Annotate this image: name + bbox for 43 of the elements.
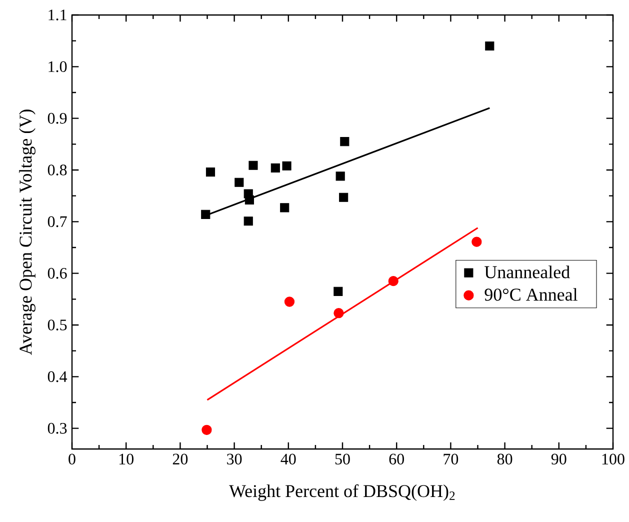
y-tick-label: 0.6 bbox=[48, 268, 67, 279]
point bbox=[336, 172, 345, 181]
x-tick-label: 20 bbox=[172, 454, 188, 464]
x-tick-label: 90 bbox=[551, 454, 566, 464]
x-tick-label: 60 bbox=[389, 454, 404, 464]
x-tick-label: 50 bbox=[335, 454, 350, 464]
x-tick-label: 30 bbox=[227, 454, 242, 464]
point bbox=[280, 203, 290, 212]
y-tick-label: 1.0 bbox=[48, 61, 67, 72]
x-axis-title: Weight Percent of DBSQ(OH)$_{2}$ bbox=[229, 484, 455, 501]
x-tick-label: 70 bbox=[444, 454, 458, 464]
point bbox=[244, 216, 253, 226]
point bbox=[234, 178, 244, 187]
y-tick-label: 0.4 bbox=[48, 371, 68, 382]
x-tick-label: 40 bbox=[280, 454, 296, 464]
point bbox=[270, 163, 280, 172]
x-tick-label: 80 bbox=[497, 454, 512, 464]
legend-label: Unannealed bbox=[484, 266, 570, 278]
point bbox=[206, 168, 216, 177]
y-tick-label: 0.5 bbox=[48, 320, 67, 330]
point bbox=[334, 286, 343, 296]
point bbox=[244, 195, 254, 205]
point bbox=[334, 308, 344, 318]
point bbox=[472, 236, 482, 247]
x-tick-label: 10 bbox=[120, 454, 134, 464]
point bbox=[340, 137, 350, 146]
y-tick-label: 0.9 bbox=[48, 112, 67, 124]
point bbox=[339, 192, 348, 202]
y-tick-label: 0.3 bbox=[48, 422, 67, 434]
x-tick-label: 0 bbox=[68, 454, 76, 464]
point bbox=[248, 160, 258, 170]
y-axis-title: Average Open Circuit Voltage (V) bbox=[19, 110, 36, 355]
legend-label: 90°C Anneal bbox=[484, 288, 578, 301]
point bbox=[282, 161, 292, 170]
point bbox=[201, 210, 210, 219]
y-tick-label: 0.8 bbox=[48, 164, 67, 176]
point bbox=[485, 41, 494, 51]
x-tick-label: 100 bbox=[602, 454, 624, 464]
y-tick-label: 1.1 bbox=[48, 10, 66, 20]
point bbox=[284, 296, 295, 307]
point bbox=[202, 424, 212, 435]
point bbox=[388, 276, 398, 286]
y-tick-label: 0.7 bbox=[48, 216, 67, 228]
